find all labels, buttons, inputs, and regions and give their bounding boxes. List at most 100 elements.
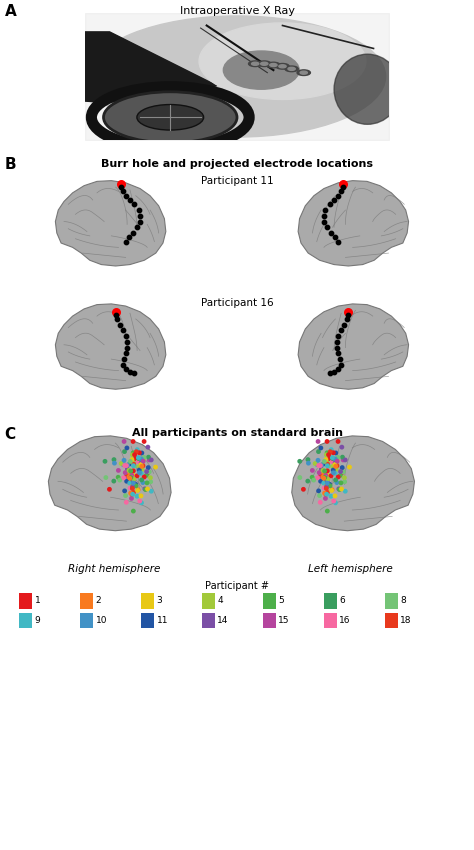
- Text: Participant 16: Participant 16: [201, 298, 273, 308]
- Point: [129, 456, 137, 469]
- Point: [120, 471, 128, 484]
- Circle shape: [248, 61, 262, 66]
- Point: [135, 460, 143, 473]
- Point: [116, 473, 124, 487]
- Point: [126, 472, 134, 485]
- Circle shape: [297, 70, 310, 76]
- Point: [323, 480, 330, 494]
- Point: [116, 318, 124, 332]
- Point: [129, 459, 137, 473]
- Point: [323, 487, 330, 501]
- Point: [308, 470, 316, 484]
- Point: [134, 443, 141, 456]
- Circle shape: [288, 67, 295, 71]
- Polygon shape: [55, 181, 166, 266]
- Point: [320, 455, 328, 468]
- Text: 3: 3: [156, 597, 162, 605]
- Point: [317, 496, 324, 509]
- Point: [318, 462, 325, 476]
- Point: [320, 457, 328, 471]
- Point: [322, 491, 329, 505]
- Point: [135, 451, 142, 465]
- Point: [144, 482, 151, 496]
- Text: 16: 16: [339, 616, 351, 625]
- Point: [324, 504, 331, 518]
- Point: [129, 487, 137, 501]
- Point: [135, 203, 142, 217]
- Point: [127, 471, 135, 484]
- Point: [321, 486, 328, 500]
- Point: [128, 468, 136, 482]
- Point: [325, 459, 332, 473]
- Point: [329, 460, 337, 473]
- Point: [327, 469, 335, 483]
- Point: [326, 197, 334, 211]
- Polygon shape: [298, 181, 409, 266]
- Text: All participants on standard brain: All participants on standard brain: [131, 428, 343, 439]
- Point: [131, 448, 138, 462]
- Point: [134, 455, 142, 468]
- Point: [305, 456, 312, 470]
- Point: [120, 434, 128, 448]
- Point: [330, 466, 337, 479]
- Point: [145, 461, 152, 474]
- Text: 6: 6: [339, 597, 345, 605]
- Point: [132, 478, 139, 491]
- Point: [128, 488, 136, 502]
- Point: [331, 456, 339, 470]
- Point: [132, 479, 140, 493]
- Point: [334, 453, 341, 467]
- Point: [324, 474, 331, 488]
- Ellipse shape: [199, 23, 366, 99]
- Point: [323, 456, 330, 469]
- Circle shape: [267, 62, 280, 68]
- Point: [140, 434, 148, 448]
- Point: [142, 483, 149, 496]
- Point: [320, 481, 328, 495]
- Point: [136, 446, 143, 460]
- Point: [321, 471, 328, 484]
- Text: 10: 10: [96, 616, 107, 625]
- Point: [143, 465, 150, 479]
- Point: [337, 184, 345, 198]
- Circle shape: [252, 62, 259, 65]
- Point: [143, 468, 150, 482]
- Point: [130, 485, 137, 499]
- Point: [339, 178, 346, 191]
- Point: [310, 473, 318, 487]
- Point: [325, 448, 332, 462]
- Text: 14: 14: [218, 616, 229, 625]
- Text: 4: 4: [218, 597, 223, 605]
- Point: [326, 452, 333, 466]
- Point: [335, 482, 343, 496]
- Point: [314, 434, 322, 448]
- Point: [340, 318, 348, 332]
- Point: [339, 450, 346, 464]
- Point: [128, 453, 136, 467]
- Point: [304, 453, 312, 467]
- Point: [127, 481, 134, 495]
- Point: [133, 490, 141, 503]
- Point: [331, 452, 339, 466]
- Point: [133, 445, 141, 459]
- Point: [124, 462, 131, 476]
- Point: [147, 453, 155, 467]
- Point: [120, 353, 128, 366]
- Point: [101, 455, 109, 468]
- Point: [133, 445, 140, 458]
- Point: [123, 335, 131, 348]
- Point: [328, 445, 335, 459]
- Point: [334, 470, 342, 484]
- Point: [132, 452, 139, 466]
- Point: [320, 209, 328, 223]
- Point: [127, 455, 134, 468]
- Point: [335, 347, 342, 360]
- Point: [317, 441, 325, 455]
- Point: [122, 469, 130, 483]
- Point: [146, 471, 154, 484]
- Circle shape: [258, 61, 271, 66]
- Text: Left hemisphere: Left hemisphere: [309, 564, 393, 575]
- Point: [321, 464, 328, 478]
- Point: [118, 178, 125, 191]
- Point: [138, 463, 146, 477]
